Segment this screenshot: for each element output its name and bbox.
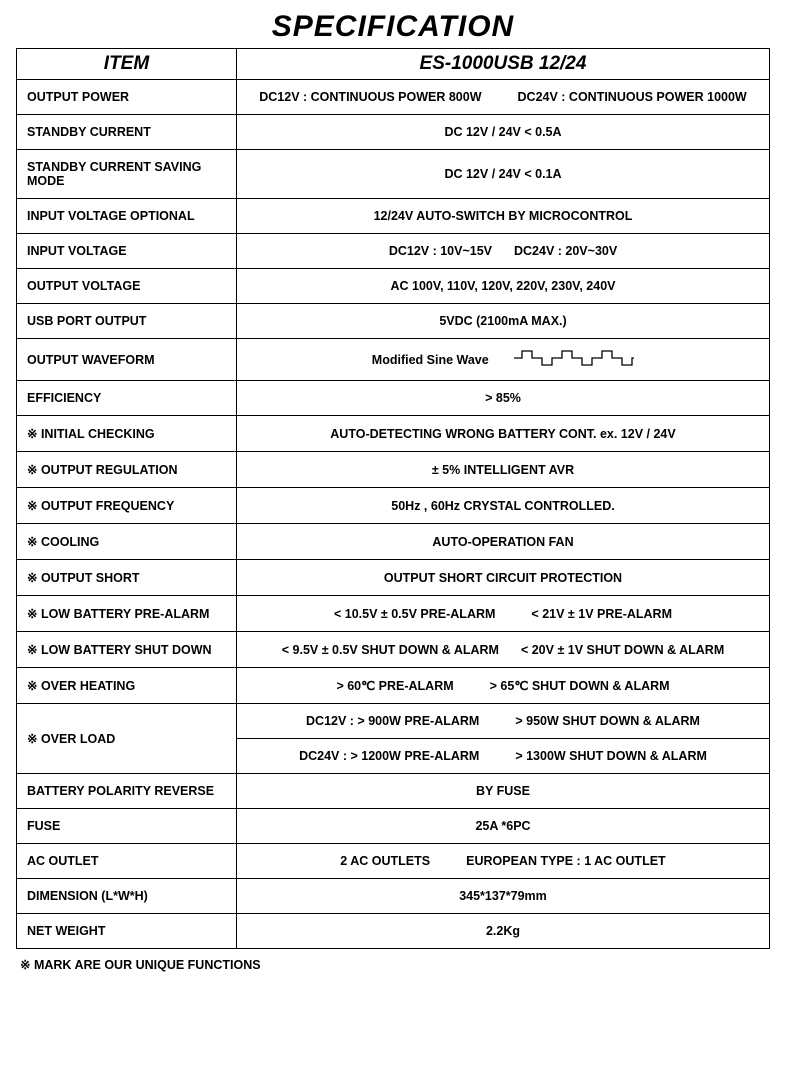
value-ac-outlet: 2 AC OUTLETSEUROPEAN TYPE : 1 AC OUTLET (237, 844, 770, 879)
table-row: ※ OUTPUT REGULATION ± 5% INTELLIGENT AVR (17, 452, 770, 488)
value-output-voltage: AC 100V, 110V, 120V, 220V, 230V, 240V (237, 269, 770, 304)
item-waveform: OUTPUT WAVEFORM (17, 339, 237, 381)
table-row: INPUT VOLTAGE OPTIONAL 12/24V AUTO-SWITC… (17, 199, 770, 234)
item-over-heating: ※ OVER HEATING (17, 668, 237, 704)
item-output-power: OUTPUT POWER (17, 80, 237, 115)
table-row: STANDBY CURRENT DC 12V / 24V < 0.5A (17, 115, 770, 150)
table-row: OUTPUT VOLTAGE AC 100V, 110V, 120V, 220V… (17, 269, 770, 304)
item-output-frequency: ※ OUTPUT FREQUENCY (17, 488, 237, 524)
value-polarity: BY FUSE (237, 774, 770, 809)
table-row: BATTERY POLARITY REVERSE BY FUSE (17, 774, 770, 809)
table-row: ※ OUTPUT FREQUENCY 50Hz , 60Hz CRYSTAL C… (17, 488, 770, 524)
table-row: AC OUTLET 2 AC OUTLETSEUROPEAN TYPE : 1 … (17, 844, 770, 879)
item-output-voltage: OUTPUT VOLTAGE (17, 269, 237, 304)
value-standby-saving: DC 12V / 24V < 0.1A (237, 150, 770, 199)
table-row: EFFICIENCY > 85% (17, 381, 770, 416)
value-output-regulation: ± 5% INTELLIGENT AVR (237, 452, 770, 488)
value-over-heating: > 60℃ PRE-ALARM> 65℃ SHUT DOWN & ALARM (237, 668, 770, 704)
item-net-weight: NET WEIGHT (17, 914, 237, 949)
table-row: USB PORT OUTPUT 5VDC (2100mA MAX.) (17, 304, 770, 339)
header-model: ES-1000USB 12/24 (237, 49, 770, 80)
item-usb: USB PORT OUTPUT (17, 304, 237, 339)
value-net-weight: 2.2Kg (237, 914, 770, 949)
value-low-batt-shut: < 9.5V ± 0.5V SHUT DOWN & ALARM< 20V ± 1… (237, 632, 770, 668)
value-low-batt-pre: < 10.5V ± 0.5V PRE-ALARM< 21V ± 1V PRE-A… (237, 596, 770, 632)
table-row: FUSE 25A *6PC (17, 809, 770, 844)
item-low-batt-shut: ※ LOW BATTERY SHUT DOWN (17, 632, 237, 668)
value-usb: 5VDC (2100mA MAX.) (237, 304, 770, 339)
waveform-icon (514, 347, 634, 372)
item-cooling: ※ COOLING (17, 524, 237, 560)
table-row: NET WEIGHT 2.2Kg (17, 914, 770, 949)
value-output-power: DC12V : CONTINUOUS POWER 800WDC24V : CON… (237, 80, 770, 115)
table-row: OUTPUT POWER DC12V : CONTINUOUS POWER 80… (17, 80, 770, 115)
value-fuse: 25A *6PC (237, 809, 770, 844)
footer-note: ※ MARK ARE OUR UNIQUE FUNCTIONS (20, 957, 770, 972)
item-ac-outlet: AC OUTLET (17, 844, 237, 879)
item-output-regulation: ※ OUTPUT REGULATION (17, 452, 237, 488)
item-standby-saving: STANDBY CURRENT SAVING MODE (17, 150, 237, 199)
header-item: ITEM (17, 49, 237, 80)
item-output-short: ※ OUTPUT SHORT (17, 560, 237, 596)
item-low-batt-pre: ※ LOW BATTERY PRE-ALARM (17, 596, 237, 632)
value-output-frequency: 50Hz , 60Hz CRYSTAL CONTROLLED. (237, 488, 770, 524)
item-polarity: BATTERY POLARITY REVERSE (17, 774, 237, 809)
table-row: INPUT VOLTAGE DC12V : 10V~15VDC24V : 20V… (17, 234, 770, 269)
table-row: OUTPUT WAVEFORM Modified Sine Wave (17, 339, 770, 381)
item-dimension: DIMENSION (L*W*H) (17, 879, 237, 914)
item-initial-checking: ※ INITIAL CHECKING (17, 416, 237, 452)
table-row: ※ LOW BATTERY PRE-ALARM < 10.5V ± 0.5V P… (17, 596, 770, 632)
value-over-load-12v: DC12V : > 900W PRE-ALARM> 950W SHUT DOWN… (237, 704, 770, 739)
item-fuse: FUSE (17, 809, 237, 844)
item-efficiency: EFFICIENCY (17, 381, 237, 416)
value-initial-checking: AUTO-DETECTING WRONG BATTERY CONT. ex. 1… (237, 416, 770, 452)
value-cooling: AUTO-OPERATION FAN (237, 524, 770, 560)
value-over-load-24v: DC24V : > 1200W PRE-ALARM> 1300W SHUT DO… (237, 739, 770, 774)
value-standby-current: DC 12V / 24V < 0.5A (237, 115, 770, 150)
page-title: SPECIFICATION (16, 10, 770, 44)
item-input-voltage: INPUT VOLTAGE (17, 234, 237, 269)
table-header-row: ITEM ES-1000USB 12/24 (17, 49, 770, 80)
table-row: ※ COOLING AUTO-OPERATION FAN (17, 524, 770, 560)
value-dimension: 345*137*79mm (237, 879, 770, 914)
table-row: ※ INITIAL CHECKING AUTO-DETECTING WRONG … (17, 416, 770, 452)
item-standby-current: STANDBY CURRENT (17, 115, 237, 150)
table-row: DIMENSION (L*W*H) 345*137*79mm (17, 879, 770, 914)
table-row: ※ OVER HEATING > 60℃ PRE-ALARM> 65℃ SHUT… (17, 668, 770, 704)
value-waveform: Modified Sine Wave (237, 339, 770, 381)
value-output-short: OUTPUT SHORT CIRCUIT PROTECTION (237, 560, 770, 596)
item-input-optional: INPUT VOLTAGE OPTIONAL (17, 199, 237, 234)
table-row: ※ LOW BATTERY SHUT DOWN < 9.5V ± 0.5V SH… (17, 632, 770, 668)
value-input-optional: 12/24V AUTO-SWITCH BY MICROCONTROL (237, 199, 770, 234)
table-row: ※ OVER LOAD DC12V : > 900W PRE-ALARM> 95… (17, 704, 770, 739)
value-efficiency: > 85% (237, 381, 770, 416)
table-row: ※ OUTPUT SHORT OUTPUT SHORT CIRCUIT PROT… (17, 560, 770, 596)
item-over-load: ※ OVER LOAD (17, 704, 237, 774)
spec-table: ITEM ES-1000USB 12/24 OUTPUT POWER DC12V… (16, 48, 770, 949)
value-input-voltage: DC12V : 10V~15VDC24V : 20V~30V (237, 234, 770, 269)
table-row: STANDBY CURRENT SAVING MODE DC 12V / 24V… (17, 150, 770, 199)
